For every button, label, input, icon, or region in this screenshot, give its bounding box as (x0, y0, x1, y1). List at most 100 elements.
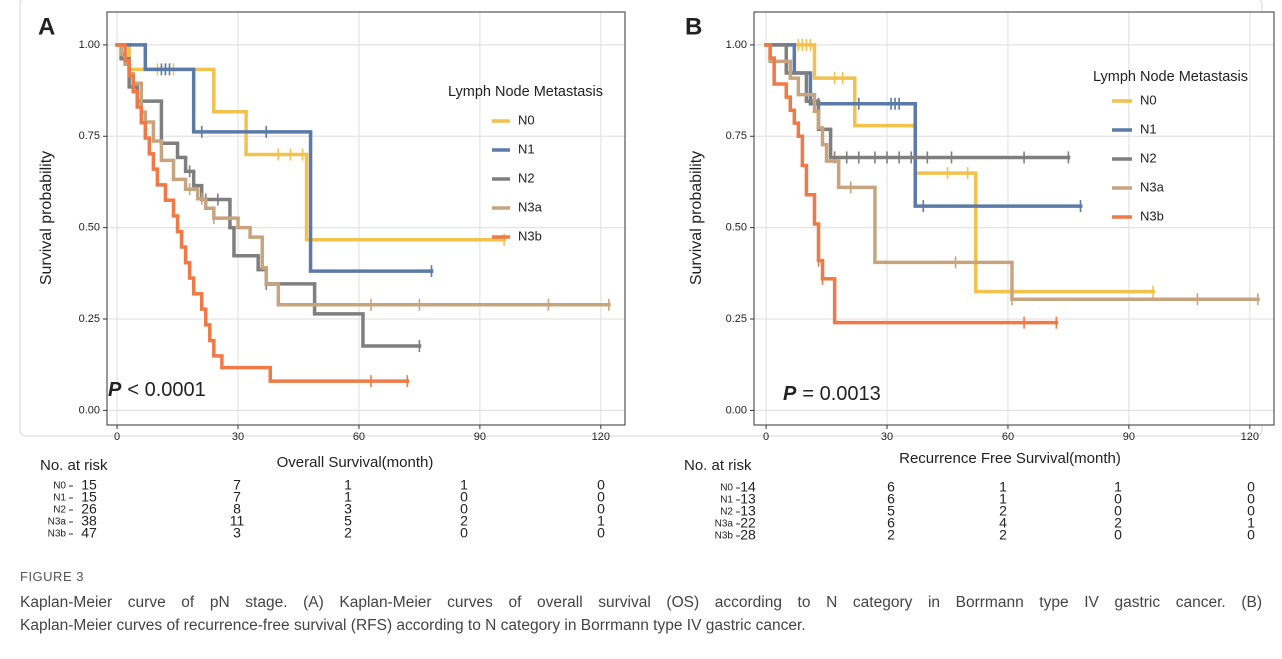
y-tick-label: 0.25 (79, 313, 100, 325)
risk-row-label: N3a (715, 519, 734, 530)
risk-row-label: N3b (715, 531, 734, 542)
risk-count: 0 (1114, 527, 1122, 543)
risk-count: 5 (344, 513, 352, 529)
risk-count: 0 (1114, 503, 1122, 519)
risk-count: 2 (344, 525, 352, 541)
risk-row-label: N3b (48, 529, 67, 540)
risk-row-label: N0 (720, 483, 733, 494)
risk-count: 28 (740, 527, 756, 543)
legend-label: N2 (518, 170, 535, 185)
x-axis-label: Recurrence Free Survival(month) (899, 450, 1121, 467)
risk-count: 1 (460, 477, 468, 493)
risk-count: 0 (460, 501, 468, 517)
plot-frame (753, 11, 1275, 426)
risk-count: 13 (740, 491, 756, 507)
y-tick-label: 0.50 (79, 222, 100, 234)
legend-label: N3a (518, 199, 543, 214)
km-curve (115, 43, 410, 388)
plot-frame (106, 11, 626, 426)
km-curve (115, 43, 434, 278)
risk-count: 1 (1247, 515, 1255, 531)
risk-row-label: N3a (48, 517, 67, 528)
risk-count: 2 (999, 527, 1007, 543)
risk-count: 15 (81, 489, 97, 505)
y-axis-label: Survival probability (38, 151, 55, 285)
y-tick-label: 0.50 (726, 222, 747, 234)
y-tick-label: 0.25 (726, 313, 747, 325)
legend-label: N0 (1140, 92, 1157, 107)
risk-row-label: N2 (720, 507, 733, 518)
risk-count: 5 (887, 503, 895, 519)
risk-row-label: N0 (53, 481, 66, 492)
risk-count: 0 (460, 525, 468, 541)
risk-count: 1 (999, 491, 1007, 507)
risk-count: 8 (233, 501, 241, 517)
risk-count: 0 (597, 489, 605, 505)
figure-label: FIGURE 3 (20, 569, 84, 584)
x-tick-label: 60 (1002, 431, 1014, 443)
risk-count: 13 (740, 503, 756, 519)
risk-count: 2 (887, 527, 895, 543)
risk-count: 0 (597, 525, 605, 541)
caption: Kaplan-Meier curve of pN stage. (A) Kapl… (20, 591, 1262, 637)
legend-title: Lymph Node Metastasis (448, 84, 603, 100)
y-tick-label: 0.75 (726, 130, 747, 142)
risk-count: 2 (460, 513, 468, 529)
plot-background (107, 12, 625, 425)
risk-count: 26 (81, 501, 97, 517)
p-symbol: P (783, 383, 797, 405)
y-tick-label: 0.00 (726, 404, 747, 416)
risk-count: 47 (81, 525, 97, 541)
legend-label: N1 (518, 141, 535, 156)
risk-count: 3 (344, 501, 352, 517)
x-tick-label: 120 (592, 431, 610, 443)
x-axis-label: Overall Survival(month) (277, 454, 434, 471)
legend-label: N1 (1140, 121, 1157, 136)
legend-label: N3a (1140, 179, 1165, 194)
plot-background (754, 12, 1274, 425)
risk-count: 15 (81, 477, 97, 493)
legend-label: N2 (1140, 150, 1157, 165)
p-value: P < 0.0001 (108, 379, 206, 401)
km-curve (764, 43, 1260, 306)
x-tick-label: 120 (1241, 431, 1259, 443)
caption-line: Kaplan-Meier curve of pN stage. (A) Kapl… (20, 594, 1262, 611)
risk-count: 11 (230, 513, 245, 529)
risk-count: 1 (344, 477, 352, 493)
risk-count: 6 (887, 479, 895, 495)
risk-count: 1 (1114, 479, 1122, 495)
legend-title: Lymph Node Metastasis (1093, 69, 1248, 85)
p-symbol: P (108, 379, 122, 401)
risk-count: 3 (233, 525, 241, 541)
risk-count: 1 (344, 489, 352, 505)
risk-count: 0 (1114, 491, 1122, 507)
panel-label: B (685, 13, 702, 40)
y-tick-label: 1.00 (726, 39, 747, 51)
risk-count: 0 (597, 477, 605, 493)
risk-count: 4 (999, 515, 1007, 531)
y-tick-label: 0.00 (79, 404, 100, 416)
figure: 0.000.250.500.751.000 30 60 90 120ASurvival … (19, 0, 1275, 543)
risk-count: 7 (233, 489, 241, 505)
caption-line: Kaplan-Meier curves of recurrence-free s… (20, 617, 806, 634)
risk-count: 1 (597, 513, 605, 529)
risk-count: 22 (740, 515, 756, 531)
risk-count: 0 (460, 489, 468, 505)
risk-count: 7 (233, 477, 241, 493)
risk-title: No. at risk (40, 457, 108, 474)
risk-count: 2 (999, 503, 1007, 519)
x-tick-label: 30 (232, 431, 244, 443)
risk-count: 0 (1247, 527, 1255, 543)
x-tick-label: 60 (353, 431, 365, 443)
risk-row-label: N2 (53, 505, 66, 516)
risk-count: 0 (1247, 479, 1255, 495)
p-value: P = 0.0013 (783, 383, 881, 405)
panel-label: A (38, 13, 55, 40)
risk-row-label: N1 (53, 493, 66, 504)
risk-row-label: N1 (720, 495, 733, 506)
legend-label: N3b (1140, 208, 1164, 223)
y-tick-label: 1.00 (79, 39, 100, 51)
risk-title: No. at risk (684, 457, 752, 474)
km-curve (764, 43, 1059, 329)
